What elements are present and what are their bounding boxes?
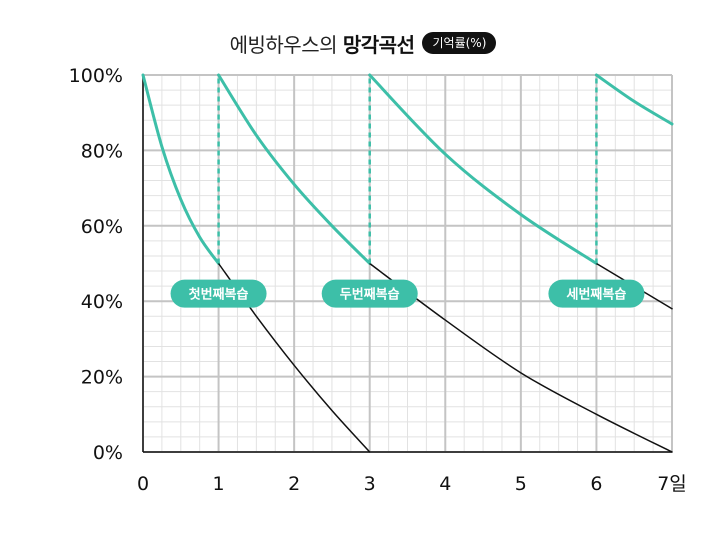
x-tick-labels: 0 1 2 3 4 5 6 7일 (137, 473, 687, 495)
y-unit-badge: 기억률(%) (422, 32, 497, 54)
x-tick-label: 7일 (657, 473, 687, 495)
y-tick-labels: 0% 20% 40% 60% 80% 100% (69, 65, 123, 464)
review-guides (217, 75, 598, 264)
x-tick-label: 0 (137, 473, 149, 495)
chart-title-text: 에빙하우스의 망각곡선 (230, 29, 415, 58)
x-tick-label: 5 (515, 473, 527, 495)
review-bubble-label-0: 첫번째복습 (189, 287, 249, 303)
x-tick-label: 3 (364, 473, 376, 495)
x-tick-label: 1 (213, 473, 225, 495)
y-tick-label: 80% (81, 140, 123, 162)
annotations: 첫번째복습 두번째복습 세번째복습 (170, 279, 645, 308)
review-bubble-label-2: 세번째복습 (567, 288, 627, 303)
review-bubble-1 (321, 279, 418, 308)
retention-curve-2 (368, 73, 598, 265)
review-bubble-label-1: 두번째복습 (340, 288, 400, 303)
y-tick-label: 0% (93, 442, 123, 464)
decay-curve-5 (368, 262, 673, 453)
chart-title: 에빙하우스의 망각곡선 기억률(%) (0, 26, 726, 60)
retention-curve-0 (141, 73, 221, 265)
x-tick-label: 2 (288, 473, 300, 495)
curves (141, 73, 674, 453)
retention-curve-3 (594, 73, 674, 126)
y-tick-label: 60% (81, 216, 123, 238)
grid-minor (142, 74, 673, 453)
axes (142, 75, 672, 453)
y-tick-label: 20% (81, 367, 123, 389)
review-bubble-2 (548, 279, 645, 308)
x-tick-label: 6 (590, 473, 602, 495)
y-tick-label: 40% (81, 291, 123, 313)
retention-curve-1 (217, 73, 372, 265)
chart-title-prefix: 에빙하우스의 (229, 32, 338, 57)
review-bubble-0 (170, 279, 267, 308)
chart-title-bold: 망각곡선 (342, 32, 415, 57)
y-tick-label: 100% (69, 65, 123, 87)
x-tick-label: 4 (439, 473, 451, 495)
